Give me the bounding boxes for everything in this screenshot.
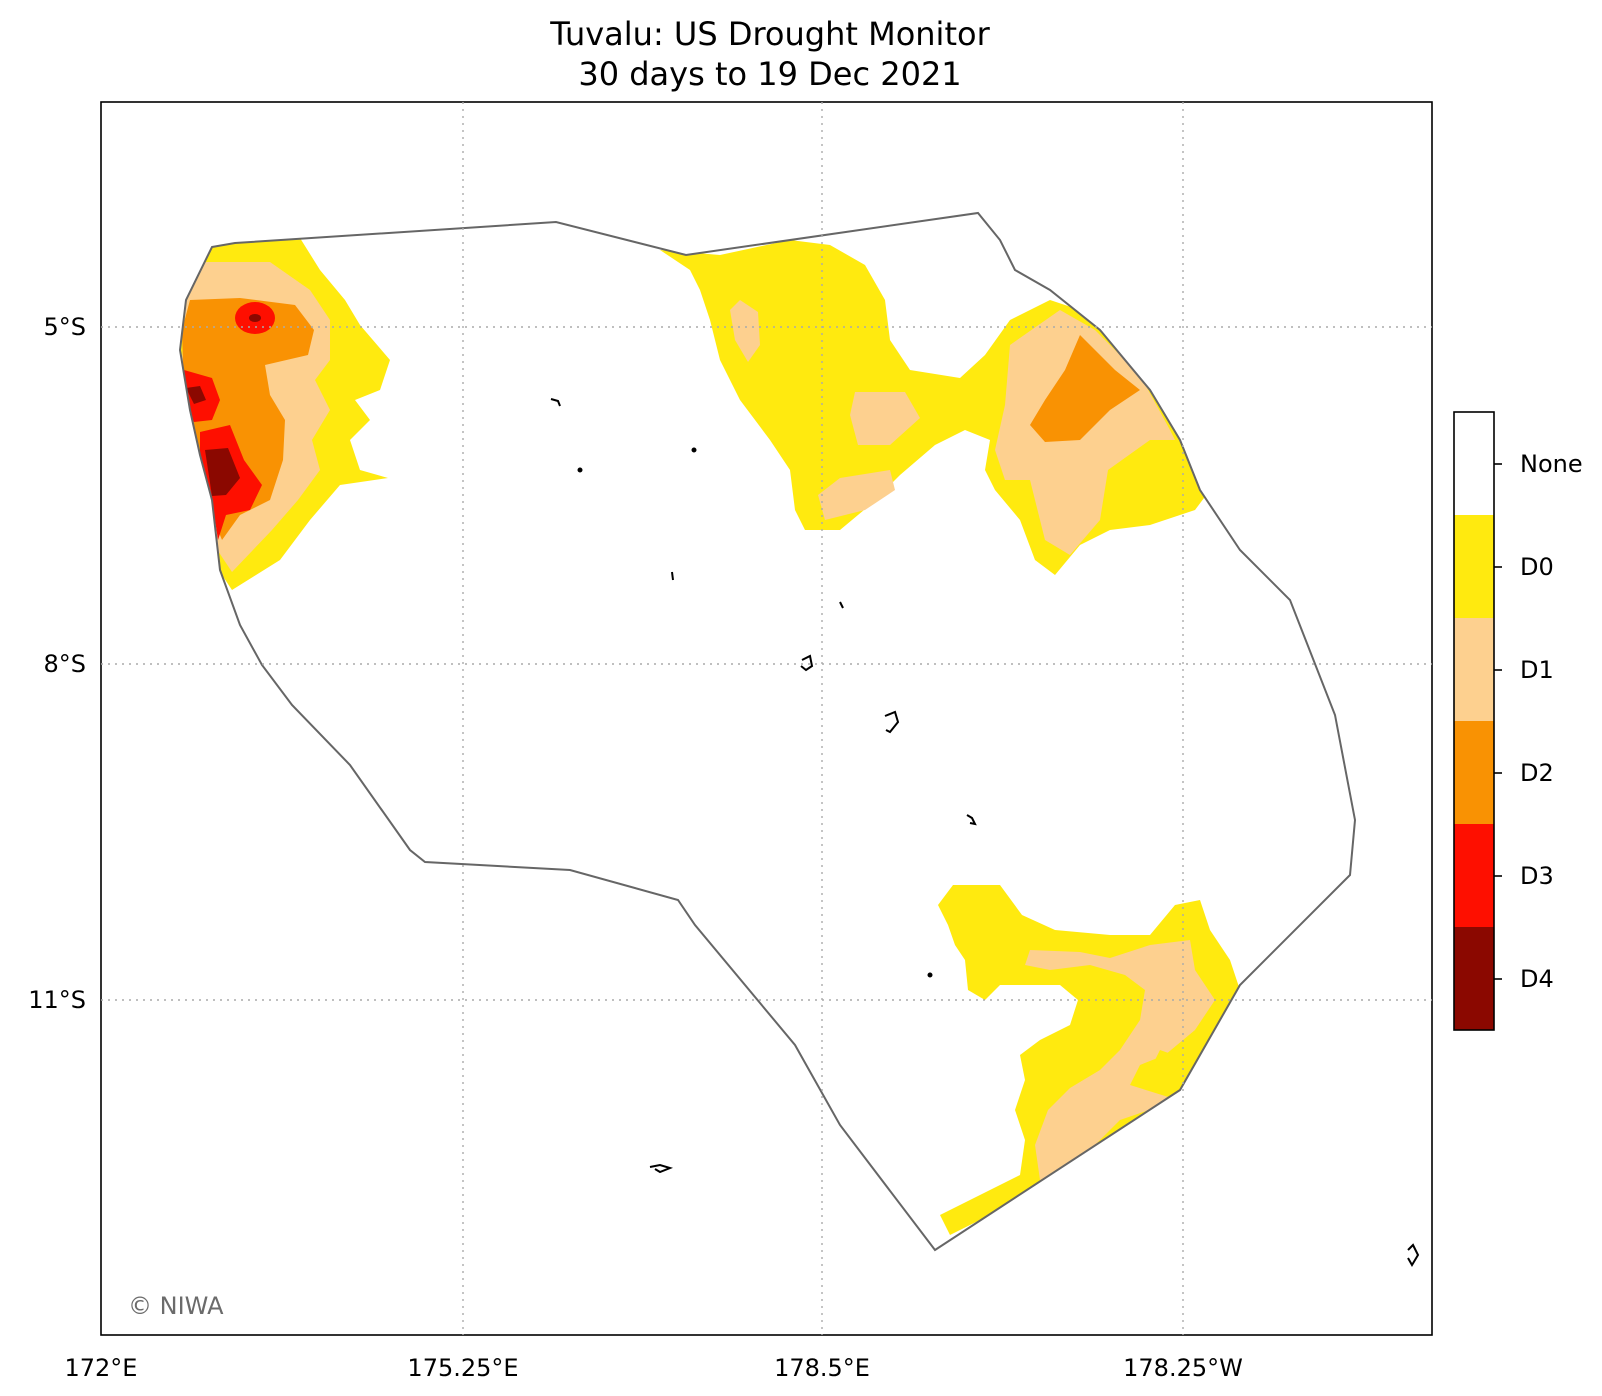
drought-patch-n-d1-low xyxy=(818,470,895,520)
lon-label-178w: 178.25°W xyxy=(1123,1354,1243,1382)
colorbar-none xyxy=(1454,412,1494,515)
legend-label-d4: D4 xyxy=(1520,965,1554,993)
island-nukulaelae xyxy=(966,814,977,826)
map-subtitle: 30 days to 19 Dec 2021 xyxy=(578,55,962,93)
drought-patch-ne-d2 xyxy=(1030,335,1140,442)
lon-label-178e: 178.5°E xyxy=(774,1354,870,1382)
lat-label-8s: 8°S xyxy=(43,650,86,678)
colorbar-outline xyxy=(1453,411,1495,1031)
drought-patch-n-d1-small xyxy=(730,300,760,362)
credit-text: © NIWA xyxy=(128,1292,224,1320)
legend-label-d0: D0 xyxy=(1520,553,1554,581)
island-nanumea xyxy=(550,398,561,407)
colorbar-d3 xyxy=(1454,824,1494,927)
lon-label-172e: 172°E xyxy=(64,1354,138,1382)
drought-patch-se-d1 xyxy=(1025,940,1215,1180)
islands xyxy=(550,398,1420,1267)
island-nukufetau xyxy=(800,654,814,672)
island-funafuti xyxy=(884,710,900,734)
lat-label-5s: 5°S xyxy=(43,313,86,341)
legend-label-d2: D2 xyxy=(1520,759,1554,787)
island-nanumanga xyxy=(577,467,583,473)
drought-patch-nw-d4a xyxy=(249,314,261,322)
drought-layer xyxy=(180,238,1240,1235)
lat-label-11s: 11°S xyxy=(28,986,86,1014)
island-vaitupu xyxy=(839,601,844,609)
gridlines xyxy=(101,102,1432,1335)
drought-patch-nw-d4c xyxy=(205,448,240,496)
map-title: Tuvalu: US Drought Monitor xyxy=(550,15,990,53)
eez-boundary xyxy=(178,211,1357,1252)
lon-label-175e: 175.25°E xyxy=(407,1354,519,1382)
island-niutao xyxy=(691,447,697,453)
island-nui xyxy=(671,571,674,581)
drought-patch-nw-d4b xyxy=(186,386,206,404)
colorbar xyxy=(1453,411,1502,1031)
colorbar-d4 xyxy=(1454,927,1494,1030)
island-southeast xyxy=(1407,1243,1420,1267)
legend-label-none: None xyxy=(1520,450,1583,478)
colorbar-ticks xyxy=(1494,463,1502,980)
colorbar-d1 xyxy=(1454,618,1494,721)
drought-patch-se-d0-gap xyxy=(1150,1050,1188,1075)
island-south xyxy=(649,1163,674,1174)
legend-label-d3: D3 xyxy=(1520,862,1554,890)
legend-label-d1: D1 xyxy=(1520,656,1554,684)
island-niulakita xyxy=(927,972,933,978)
colorbar-d2 xyxy=(1454,721,1494,824)
colorbar-d0 xyxy=(1454,515,1494,618)
drought-patch-n-d1-mid xyxy=(850,392,920,445)
